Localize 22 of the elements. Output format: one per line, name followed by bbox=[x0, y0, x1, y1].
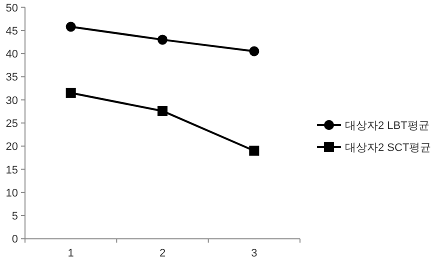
y-tick-label: 10 bbox=[6, 187, 18, 200]
x-tick-label: 1 bbox=[68, 248, 74, 260]
y-tick-label: 20 bbox=[6, 141, 18, 154]
legend-label: 대상자2 LBT평균 bbox=[345, 120, 430, 132]
x-tick-label: 2 bbox=[159, 248, 166, 260]
legend-label: 대상자2 SCT평균 bbox=[345, 142, 432, 154]
y-tick-label: 30 bbox=[6, 94, 18, 107]
y-tick-label: 50 bbox=[6, 2, 18, 14]
point bbox=[249, 46, 260, 56]
point bbox=[158, 34, 168, 45]
point bbox=[66, 88, 76, 98]
y-tick-label: 15 bbox=[6, 164, 18, 176]
x-tick-label: 3 bbox=[251, 248, 258, 260]
y-tick-label: 35 bbox=[6, 72, 18, 84]
y-tick-label: 45 bbox=[6, 25, 18, 38]
point bbox=[158, 106, 168, 116]
y-tick-label: 5 bbox=[12, 210, 18, 223]
point bbox=[249, 146, 260, 156]
y-tick-label: 0 bbox=[12, 234, 18, 246]
y-tick-label: 40 bbox=[6, 48, 18, 61]
y-tick-label: 25 bbox=[6, 118, 18, 130]
point bbox=[66, 22, 76, 32]
